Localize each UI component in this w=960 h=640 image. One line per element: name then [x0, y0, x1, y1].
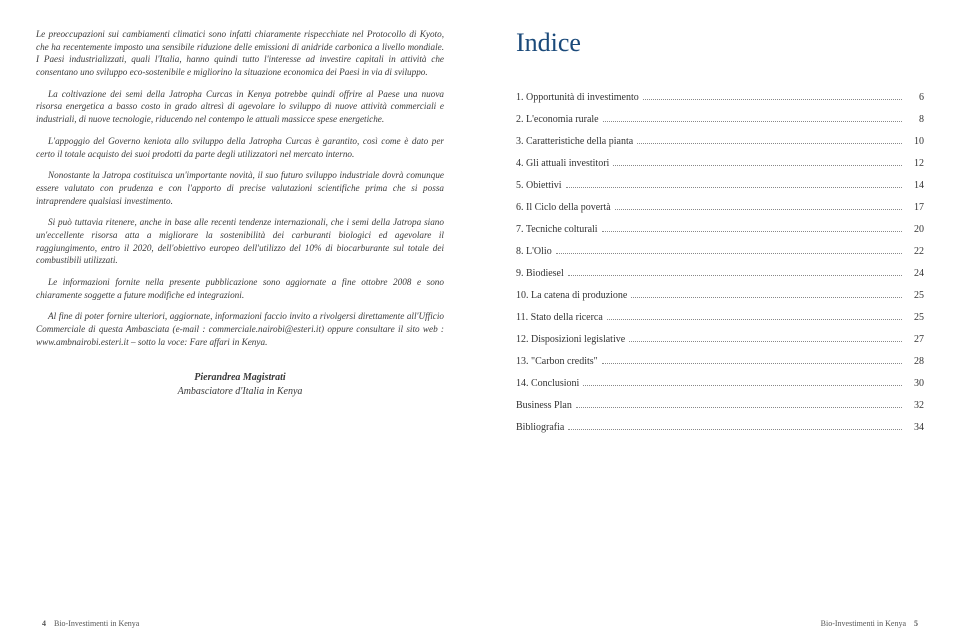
paragraph: La coltivazione dei semi della Jatropha …: [36, 88, 444, 126]
toc-page: 20: [906, 224, 924, 235]
footer-title: Bio-Investimenti in Kenya: [54, 619, 139, 628]
page-number: 5: [914, 619, 918, 628]
toc-label: 5. Obiettivi: [516, 180, 562, 191]
toc-entry: 9. Biodiesel 24: [516, 268, 924, 279]
page-number: 4: [42, 619, 46, 628]
toc-entry: 6. Il Ciclo della povertà 17: [516, 202, 924, 213]
toc-entry: 7. Tecniche colturali 20: [516, 224, 924, 235]
toc-dots: [631, 297, 902, 298]
toc-label: 13. "Carbon credits": [516, 356, 598, 367]
toc-entry: Business Plan 32: [516, 400, 924, 411]
toc-label: 12. Disposizioni legislative: [516, 334, 625, 345]
toc-dots: [607, 319, 902, 320]
left-page: Le preoccupazioni sui cambiamenti climat…: [0, 0, 480, 640]
toc-dots: [615, 209, 902, 210]
toc-entry: 10. La catena di produzione 25: [516, 290, 924, 301]
toc-page: 6: [906, 92, 924, 103]
toc-page: 10: [906, 136, 924, 147]
toc-page: 8: [906, 114, 924, 125]
toc-page: 25: [906, 290, 924, 301]
toc-entry: 11. Stato della ricerca 25: [516, 312, 924, 323]
right-page: Indice 1. Opportunità di investimento 6 2…: [480, 0, 960, 640]
footer-title: Bio-Investimenti in Kenya: [821, 619, 906, 628]
toc-entry: 14. Conclusioni 30: [516, 378, 924, 389]
toc-page: 32: [906, 400, 924, 411]
toc-dots: [568, 429, 902, 430]
toc-page: 28: [906, 356, 924, 367]
signature-block: Pierandrea Magistrati Ambasciatore d'Ita…: [36, 371, 444, 398]
paragraph: Le informazioni fornite nella presente p…: [36, 276, 444, 301]
paragraph: Al fine di poter fornire ulteriori, aggi…: [36, 310, 444, 348]
toc-dots: [602, 363, 902, 364]
toc-title: Indice: [516, 28, 924, 58]
toc-dots: [643, 99, 902, 100]
body-text: Le preoccupazioni sui cambiamenti climat…: [36, 28, 444, 357]
toc-entry: 12. Disposizioni legislative 27: [516, 334, 924, 345]
table-of-contents: 1. Opportunità di investimento 6 2. L'eco…: [516, 92, 924, 444]
right-footer: Bio-Investimenti in Kenya 5: [821, 619, 924, 628]
toc-label: 6. Il Ciclo della povertà: [516, 202, 611, 213]
paragraph: L'appoggio del Governo keniota allo svil…: [36, 135, 444, 160]
toc-dots: [583, 385, 902, 386]
toc-entry: 1. Opportunità di investimento 6: [516, 92, 924, 103]
toc-dots: [603, 121, 902, 122]
toc-dots: [568, 275, 902, 276]
toc-page: 14: [906, 180, 924, 191]
toc-entry: Bibliografia 34: [516, 422, 924, 433]
paragraph: Si può tuttavia ritenere, anche in base …: [36, 216, 444, 267]
toc-page: 12: [906, 158, 924, 169]
toc-dots: [637, 143, 902, 144]
paragraph: Le preoccupazioni sui cambiamenti climat…: [36, 28, 444, 79]
toc-page: 27: [906, 334, 924, 345]
toc-label: 7. Tecniche colturali: [516, 224, 598, 235]
toc-label: 2. L'economia rurale: [516, 114, 599, 125]
toc-label: 14. Conclusioni: [516, 378, 579, 389]
toc-dots: [576, 407, 902, 408]
toc-label: 3. Caratteristiche della pianta: [516, 136, 633, 147]
toc-page: 22: [906, 246, 924, 257]
toc-label: 9. Biodiesel: [516, 268, 564, 279]
left-footer: 4 Bio-Investimenti in Kenya: [36, 619, 139, 628]
toc-entry: 13. "Carbon credits" 28: [516, 356, 924, 367]
toc-entry: 2. L'economia rurale 8: [516, 114, 924, 125]
toc-entry: 8. L'Olio 22: [516, 246, 924, 257]
toc-page: 17: [906, 202, 924, 213]
paragraph: Nonostante la Jatropa costituisca un'imp…: [36, 169, 444, 207]
toc-dots: [566, 187, 902, 188]
signature-name: Pierandrea Magistrati: [36, 371, 444, 385]
toc-entry: 3. Caratteristiche della pianta 10: [516, 136, 924, 147]
toc-label: Bibliografia: [516, 422, 564, 433]
toc-label: 8. L'Olio: [516, 246, 552, 257]
signature-role: Ambasciatore d'Italia in Kenya: [36, 385, 444, 399]
toc-entry: 4. Gli attuali investitori 12: [516, 158, 924, 169]
toc-label: Business Plan: [516, 400, 572, 411]
toc-page: 25: [906, 312, 924, 323]
toc-page: 34: [906, 422, 924, 433]
toc-dots: [602, 231, 902, 232]
toc-label: 1. Opportunità di investimento: [516, 92, 639, 103]
toc-label: 10. La catena di produzione: [516, 290, 627, 301]
toc-entry: 5. Obiettivi 14: [516, 180, 924, 191]
toc-page: 24: [906, 268, 924, 279]
toc-page: 30: [906, 378, 924, 389]
toc-label: 11. Stato della ricerca: [516, 312, 603, 323]
toc-label: 4. Gli attuali investitori: [516, 158, 609, 169]
toc-dots: [556, 253, 902, 254]
toc-dots: [629, 341, 902, 342]
toc-dots: [613, 165, 902, 166]
